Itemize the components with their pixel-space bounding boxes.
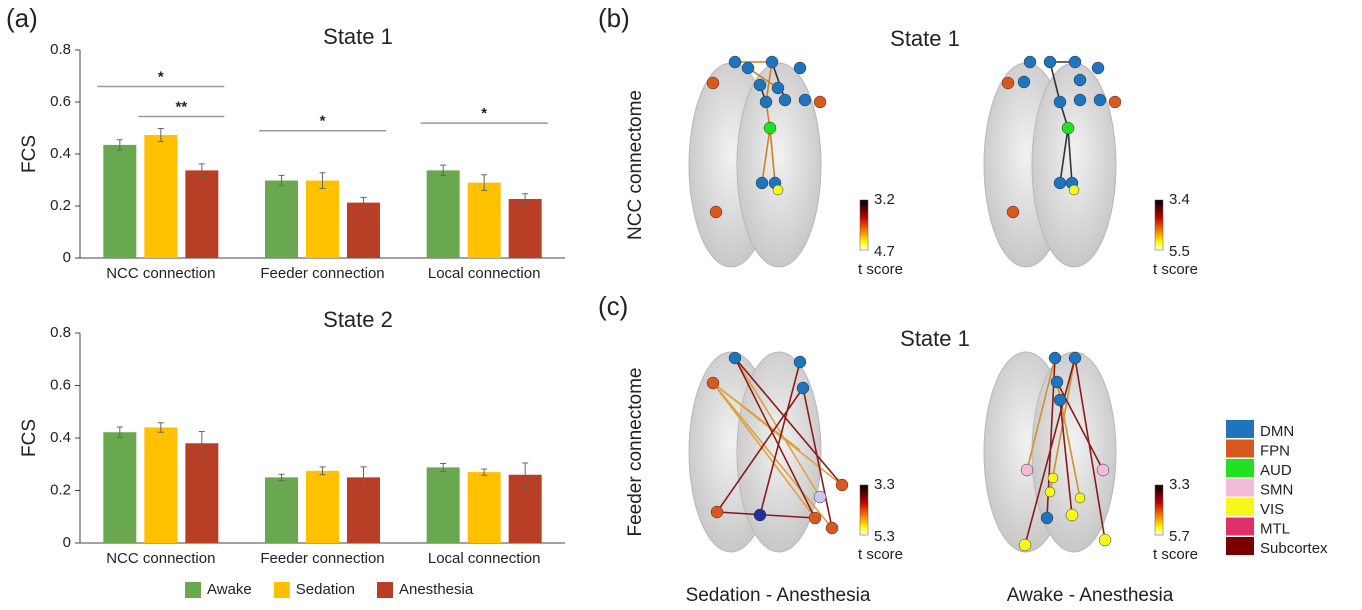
colorbar-tick: 3.4 — [1169, 191, 1190, 208]
y-tick-label: 0.4 — [50, 145, 71, 162]
y-tick-label: 0 — [63, 249, 71, 266]
network-label: VIS — [1260, 501, 1284, 518]
significance-label: * — [320, 113, 326, 130]
bar — [265, 181, 298, 258]
significance-label: * — [158, 68, 164, 85]
figure: (a) (b) (c) State 1 NCC connectome State… — [0, 0, 1362, 610]
network-label: SMN — [1260, 481, 1293, 498]
legend-label: Anesthesia — [399, 581, 474, 598]
x-tick-label: Local connection — [428, 265, 541, 282]
x-tick-label: Feeder connection — [260, 265, 384, 282]
network-swatch — [1226, 518, 1254, 536]
network-label: MTL — [1260, 520, 1290, 537]
network-label: DMN — [1260, 423, 1294, 440]
x-tick-label: NCC connection — [106, 265, 215, 282]
y-tick-label: 0.2 — [50, 197, 71, 214]
network-swatch — [1226, 537, 1254, 555]
row-label: NCC connectome — [625, 90, 646, 240]
network-label: FPN — [1260, 442, 1290, 459]
bar — [427, 170, 460, 258]
legend-label: Sedation — [296, 581, 355, 598]
network-swatch — [1226, 440, 1254, 458]
colorbar-tick: 3.3 — [1169, 476, 1190, 493]
colorbar — [1155, 200, 1163, 250]
bar — [427, 467, 460, 543]
panel-title: State 1 — [890, 26, 960, 51]
significance-label: * — [481, 105, 487, 122]
panel-title: State 1 — [900, 326, 970, 351]
network-swatch — [1226, 420, 1254, 438]
colorbar-label: t score — [858, 261, 903, 278]
colorbar-tick: 4.7 — [874, 243, 895, 260]
network-label: AUD — [1260, 462, 1292, 479]
chart-title: State 1 — [323, 24, 393, 49]
bar — [144, 135, 177, 258]
colorbar-tick: 5.5 — [1169, 243, 1190, 260]
network-swatch — [1226, 498, 1254, 516]
x-tick-label: NCC connection — [106, 550, 215, 567]
colorbar-tick: 3.3 — [874, 476, 895, 493]
colorbar — [860, 200, 868, 250]
y-tick-label: 0.2 — [50, 481, 71, 498]
y-tick-label: 0.8 — [50, 324, 71, 341]
y-axis-label: FCS — [19, 419, 40, 457]
colorbar-label: t score — [858, 546, 903, 563]
colorbar — [860, 485, 868, 535]
column-label: Awake - Anesthesia — [1007, 585, 1174, 606]
brain — [984, 352, 1116, 552]
bar — [347, 203, 380, 258]
bar — [144, 428, 177, 544]
colorbar-tick: 5.3 — [874, 528, 895, 545]
y-tick-label: 0.6 — [50, 376, 71, 393]
bar — [103, 145, 136, 258]
row-label: Feeder connectome — [625, 368, 646, 537]
legend-swatch — [377, 582, 393, 598]
panel-label: (b) — [598, 3, 630, 33]
colorbar-tick: 3.2 — [874, 191, 895, 208]
network-swatch — [1226, 479, 1254, 497]
network-label: Subcortex — [1260, 540, 1328, 557]
bar — [103, 432, 136, 543]
colorbar-tick: 5.7 — [1169, 528, 1190, 545]
bar — [306, 471, 339, 543]
bar — [185, 443, 218, 543]
chart-title: State 2 — [323, 307, 393, 332]
y-tick-label: 0.4 — [50, 429, 71, 446]
y-axis-label: FCS — [19, 135, 40, 173]
bar — [306, 181, 339, 258]
y-tick-label: 0.8 — [50, 41, 71, 58]
legend-swatch — [274, 582, 290, 598]
column-label: Sedation - Anesthesia — [686, 585, 871, 606]
bar — [468, 183, 501, 258]
brain — [984, 56, 1121, 267]
y-tick-label: 0 — [63, 534, 71, 551]
x-tick-label: Local connection — [428, 550, 541, 567]
colorbar — [1155, 485, 1163, 535]
brain — [689, 352, 848, 552]
legend-swatch — [185, 582, 201, 598]
panel-label: (a) — [6, 3, 38, 33]
y-tick-label: 0.6 — [50, 93, 71, 110]
legend-label: Awake — [207, 581, 252, 598]
bar — [509, 199, 542, 258]
colorbar-label: t score — [1153, 261, 1198, 278]
network-swatch — [1226, 459, 1254, 477]
bar — [468, 472, 501, 543]
bar — [265, 477, 298, 543]
colorbar-label: t score — [1153, 546, 1198, 563]
significance-label: ** — [175, 98, 187, 115]
x-tick-label: Feeder connection — [260, 550, 384, 567]
bar — [185, 170, 218, 258]
brain — [689, 56, 826, 267]
panel-label: (c) — [598, 291, 628, 321]
